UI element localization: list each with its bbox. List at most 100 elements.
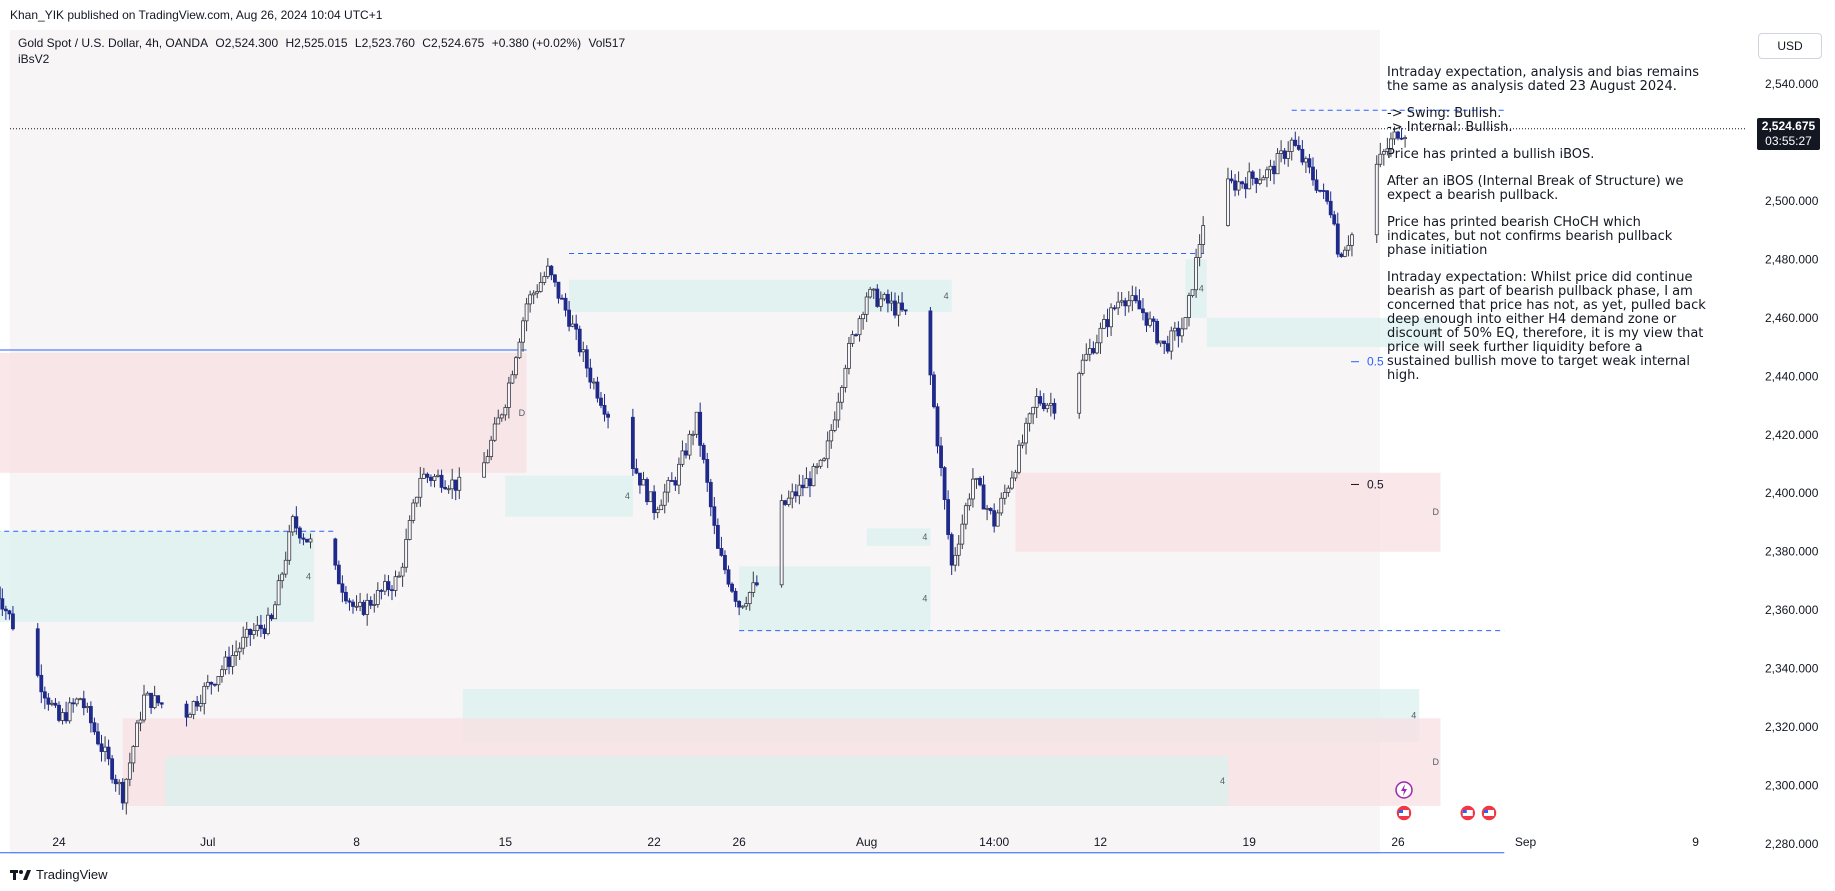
candle-body <box>1176 327 1181 337</box>
note-swing: -> Swing: Bullish. <box>1387 106 1502 121</box>
candle-body <box>81 698 86 709</box>
candle-body <box>237 647 242 653</box>
zone-timeframe-label: 4 <box>306 572 311 582</box>
candle-body <box>588 367 593 383</box>
candle-body <box>1009 477 1014 489</box>
candle-body <box>524 303 529 322</box>
candle-body <box>740 605 745 608</box>
candle-body <box>117 781 122 785</box>
candle-body <box>825 440 830 460</box>
candle-body <box>981 484 986 510</box>
candle-body <box>800 484 805 489</box>
candle-body <box>577 328 582 353</box>
candle-body <box>248 628 253 635</box>
candle-body <box>3 608 8 612</box>
candle-body <box>1087 348 1092 355</box>
candle-body <box>595 381 600 399</box>
candle-body <box>450 479 455 490</box>
candle-body <box>542 276 547 283</box>
candle-body <box>443 486 448 490</box>
candle-body <box>549 265 554 276</box>
candle-body <box>606 413 610 418</box>
candle-body <box>11 613 15 630</box>
candle-body <box>634 468 639 474</box>
candle-body <box>230 655 235 667</box>
last-price-label: 2,524.675 03:55:27 <box>1757 118 1820 150</box>
candle-body <box>974 477 979 480</box>
time-axis-tick: 8 <box>353 835 360 849</box>
candle-body <box>205 681 210 687</box>
candle-body <box>1350 234 1354 246</box>
candle-body <box>1180 328 1184 337</box>
candle-body <box>694 411 699 435</box>
tradingview-wordmark: TradingView <box>36 867 108 882</box>
candle-body <box>708 481 713 508</box>
time-axis-tick: 15 <box>499 835 513 849</box>
candle-body <box>1034 396 1039 408</box>
candle-body <box>46 697 51 705</box>
candle-body <box>999 497 1004 514</box>
candle-body <box>705 459 710 483</box>
candle-body <box>340 583 345 593</box>
candle-body <box>1006 487 1011 493</box>
candle-body <box>1342 249 1347 257</box>
candle-body <box>1378 153 1383 165</box>
price-axis-tick: 2,280.000 <box>1765 837 1819 851</box>
candle-body <box>1187 295 1191 318</box>
candle-body <box>1144 312 1149 326</box>
candle-body <box>0 598 5 610</box>
candle-body <box>535 291 540 294</box>
candle-body <box>1116 301 1121 309</box>
candle-body <box>790 491 795 499</box>
candle-body <box>1017 444 1021 473</box>
zone-timeframe-label: 4 <box>1199 284 1204 294</box>
candle-body <box>1226 178 1230 226</box>
candle-body <box>645 479 649 503</box>
candle-body <box>985 507 989 510</box>
candle-body <box>1346 244 1351 251</box>
candle-body <box>1038 396 1043 404</box>
symbol-name[interactable]: Gold Spot / U.S. Dollar, 4h, OANDA <box>18 36 209 50</box>
tradingview-logo[interactable]: TradingView <box>10 867 108 882</box>
price-axis[interactable] <box>1745 30 1835 854</box>
us-flag-stripes-icon <box>1399 810 1409 816</box>
candle-body <box>1158 340 1163 344</box>
candle-body <box>92 722 97 733</box>
candle-body <box>273 604 277 620</box>
candle-body <box>528 294 533 305</box>
candle-body <box>850 334 855 344</box>
candle-body <box>1257 179 1262 184</box>
candle-body <box>1098 327 1103 344</box>
candle-body <box>85 706 90 709</box>
candle-body <box>886 293 890 304</box>
candle-body <box>135 722 139 748</box>
zone-timeframe-label: D <box>1433 507 1440 517</box>
currency-selector[interactable]: USD <box>1758 33 1822 59</box>
candle-body <box>1172 327 1177 332</box>
candle-body <box>99 743 104 752</box>
candle-body <box>669 480 674 482</box>
candle-body <box>684 450 688 456</box>
note-paragraph: Price has printed a bullish iBOS. <box>1387 147 1595 162</box>
candle-body <box>900 302 904 311</box>
candle-body <box>1279 150 1284 154</box>
demand-zone <box>739 566 931 631</box>
candle-body <box>152 695 157 709</box>
candle-body <box>829 429 834 442</box>
candle-body <box>521 320 525 343</box>
candle-body <box>393 576 398 591</box>
candle-body <box>492 423 497 441</box>
candle-body <box>336 564 341 585</box>
candle-body <box>687 434 692 456</box>
candle-body <box>485 456 490 464</box>
candle-body <box>1027 413 1032 424</box>
indicator-legend[interactable]: iBsV2 <box>18 52 50 66</box>
candle-body <box>365 599 370 615</box>
candle-body <box>1229 178 1234 182</box>
candle-body <box>591 381 596 384</box>
candle-body <box>1272 165 1276 175</box>
candle-body <box>1130 295 1135 302</box>
candle-body <box>1119 300 1124 303</box>
candle-body <box>159 702 164 705</box>
